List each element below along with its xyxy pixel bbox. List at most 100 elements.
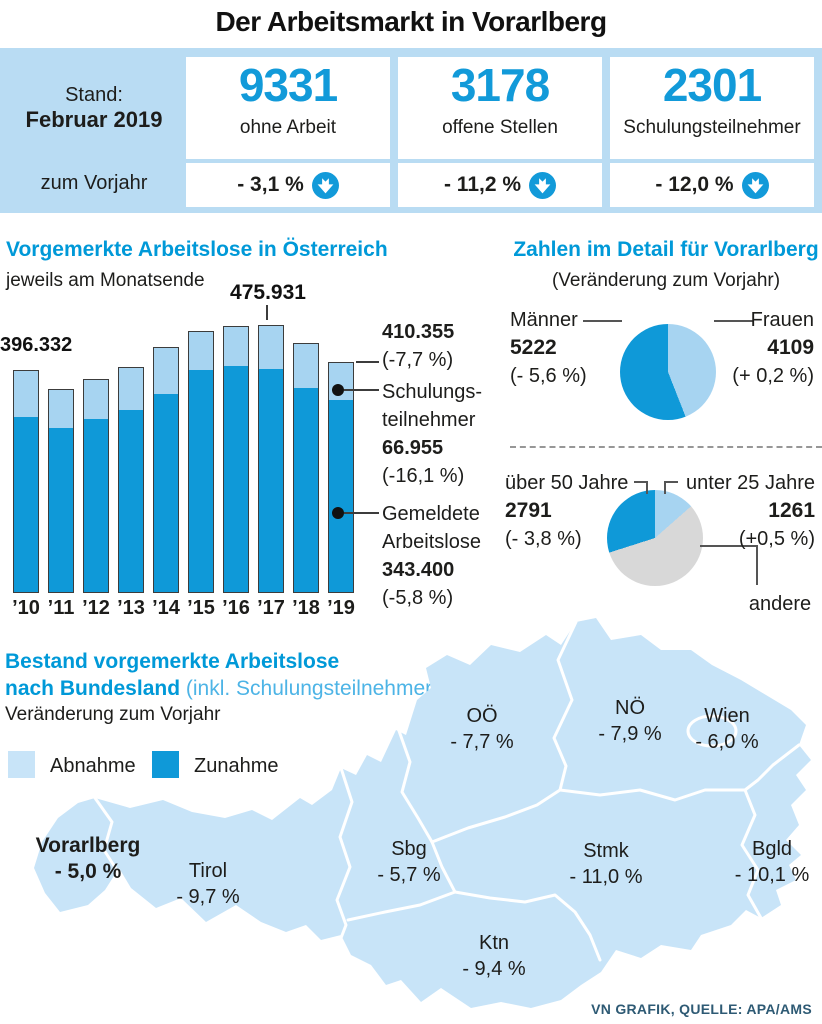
bar-segment-registered [84, 419, 108, 592]
down-arrow-icon [741, 171, 769, 199]
detail-subtitle: (Veränderung zum Vorjahr) [551, 270, 781, 291]
age-pie-chart [607, 490, 703, 586]
legend-label-zunahme: Zunahme [194, 755, 279, 777]
label-change: (+ 0,2 %) [732, 365, 814, 387]
label-text: Männer [510, 309, 578, 331]
label-value: 5222 [510, 336, 557, 359]
label-text: unter 25 Jahre [686, 472, 815, 494]
callout-line [344, 389, 379, 391]
stat-label: Schulungsteilnehmer [623, 117, 801, 138]
border-salzburg-steiermark [430, 840, 457, 894]
bar-segment-registered [329, 400, 353, 592]
bar-17 [258, 325, 284, 593]
peak-tick-line [266, 305, 268, 320]
border-steiermark-burgenland [740, 788, 763, 920]
border-salzburg-kaernten [346, 890, 457, 922]
page-title: Der Arbeitsmarkt in Vorarlberg [215, 6, 607, 37]
callout-value: 66.955 [382, 437, 444, 459]
wien-outline [686, 714, 738, 748]
stat-value: 3178 [450, 59, 550, 111]
label-text: über 50 Jahre [505, 472, 629, 494]
callout-text: Gemeldete [382, 503, 480, 525]
map-title-line1: Bestand vorgemerkte Arbeitslose [5, 650, 340, 673]
border-niederoesterreich-steiermark [558, 788, 747, 802]
gender-left-label: Männer 5222 (- 5,6 %) [510, 306, 614, 390]
bar-15 [188, 331, 214, 593]
border-niederoesterreich-burgenland [743, 743, 801, 792]
stat-label: offene Stellen [442, 117, 558, 138]
callout-value: 343.400 [382, 559, 455, 581]
map-title-line2-normal: (inkl. Schulungsteilnehmer) [180, 677, 440, 700]
source-credit: VN GRAFIK, QUELLE: APA/AMS [591, 1001, 812, 1017]
legend-label-abnahme: Abnahme [50, 755, 136, 777]
change-card: - 3,1 % [186, 163, 390, 207]
x-axis-label: ’17 [257, 597, 285, 619]
pie-connector-line [756, 545, 758, 585]
x-axis-label: ’10 [12, 597, 40, 619]
bar-segment-registered [224, 366, 248, 592]
x-axis-label: ’13 [117, 597, 145, 619]
x-axis-label: ’14 [152, 597, 180, 619]
stat-value: 2301 [662, 59, 762, 111]
label-change: (- 3,8 %) [505, 528, 582, 550]
stand-label: Stand: [65, 84, 123, 106]
border-tirol-salzburg [335, 766, 354, 940]
x-axis-label: ’18 [292, 597, 320, 619]
barchart-subtitle: jeweils am Monatsende [6, 270, 205, 291]
border-salzburg-oberoesterreich [396, 726, 434, 844]
peak-value-label: 475.931 [230, 281, 306, 304]
label-value: 4109 [767, 336, 814, 359]
callout-text: teilnehmer [382, 409, 476, 431]
x-axis-label: ’15 [187, 597, 215, 619]
legend-swatch-zunahme [152, 751, 179, 778]
border-kaernten-steiermark [453, 890, 602, 962]
dashed-divider [510, 446, 822, 448]
bar-segment-registered [189, 370, 213, 592]
callout-text: Arbeitslose [382, 531, 481, 553]
callout-change: (-5,8 %) [382, 587, 454, 609]
border-vorarlberg-tirol [93, 796, 126, 892]
callout-total-change: (-7,7 %) [382, 349, 454, 371]
age-left-label: über 50 Jahre 2791 (- 3,8 %) [505, 469, 631, 553]
change-card: - 11,2 % [398, 163, 602, 207]
label-change: (+0,5 %) [738, 528, 815, 550]
x-axis-label: ’12 [82, 597, 110, 619]
age-other-label: andere [748, 593, 812, 615]
first-bar-value-label: 396.332 [0, 334, 73, 356]
change-value: - 12,0 % [655, 173, 734, 196]
label-text: Frauen [750, 309, 814, 331]
vs-previous-year-label: zum Vorjahr [40, 172, 148, 194]
callout-total: 410.355 (-7,7 %) [382, 318, 502, 374]
border-oberoesterreich-niederoesterreich [552, 620, 578, 792]
detail-title: Zahlen im Detail für Vorarlberg [513, 238, 819, 261]
callout-total-value: 410.355 [382, 321, 455, 343]
pie-connector-line [700, 545, 758, 547]
bar-19 [328, 362, 354, 593]
stand-value: Februar 2019 [25, 107, 163, 132]
bar-14 [153, 347, 179, 593]
callout-change: (-16,1 %) [382, 465, 465, 487]
change-value: - 3,1 % [237, 173, 304, 196]
bar-13 [118, 367, 144, 593]
x-axis-label: ’11 [47, 597, 75, 619]
legend-swatch-abnahme [8, 751, 35, 778]
label-value: 2791 [505, 499, 552, 522]
bar-18 [293, 343, 319, 593]
bar-10 [13, 370, 39, 593]
bar-segment-registered [259, 369, 283, 592]
callout-trainees: Schulungs- teilnehmer 66.955 (-16,1 %) [382, 378, 502, 490]
map-subtitle: Veränderung zum Vorjahr [5, 704, 221, 725]
barchart-title: Vorgemerkte Arbeitslose in Österreich [6, 238, 388, 261]
bar-segment-registered [14, 417, 38, 592]
border-oberoesterreich-steiermark [430, 788, 562, 844]
down-arrow-icon [529, 171, 557, 199]
card-offene-stellen: 3178 offene Stellen [398, 57, 602, 159]
label-change: (- 5,6 %) [510, 365, 587, 387]
bar-segment-registered [154, 394, 178, 592]
down-arrow-icon [311, 171, 339, 199]
gender-pie-chart [620, 324, 716, 420]
label-value: 1261 [768, 499, 815, 522]
bar-11 [48, 389, 74, 593]
pie-connector-line [664, 481, 678, 483]
